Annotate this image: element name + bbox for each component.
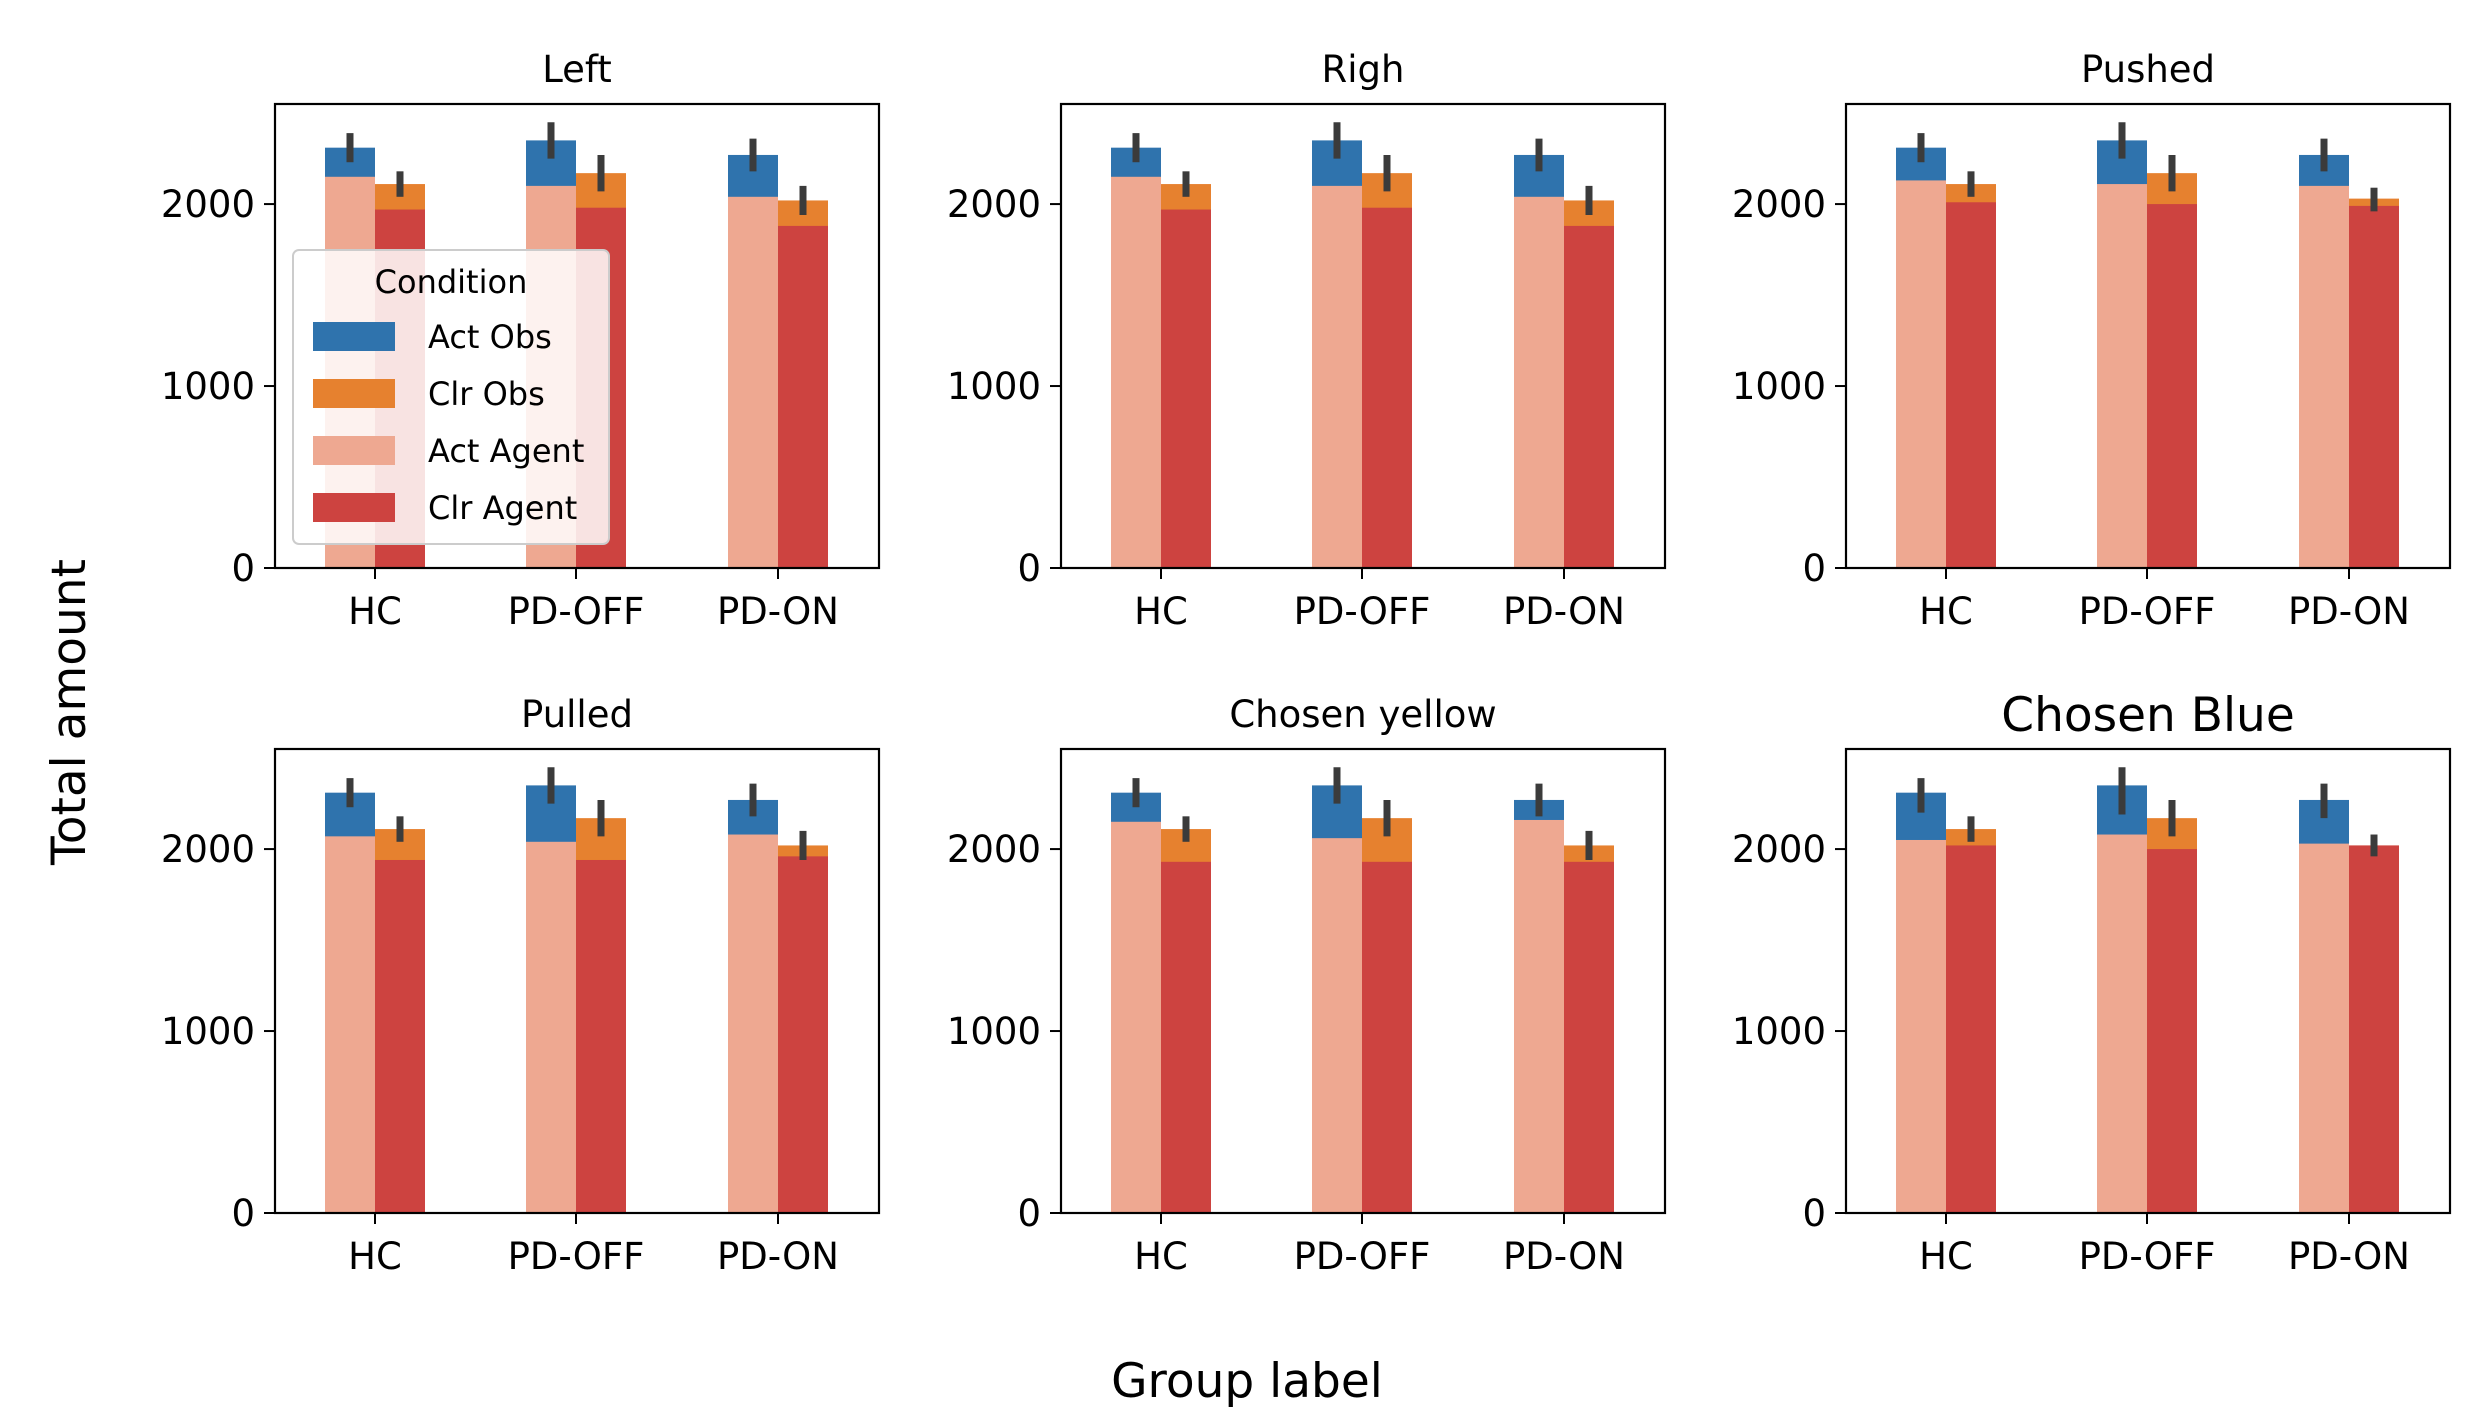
- y-tick-label: 2000: [947, 183, 1041, 226]
- legend-title: Condition: [375, 263, 528, 301]
- panel-title: Chosen Blue: [2001, 688, 2295, 743]
- bar-clr-agent-hc: [1946, 202, 1996, 568]
- legend-label: Clr Obs: [428, 375, 545, 413]
- legend-swatch: [313, 436, 395, 465]
- bar-act-agent-pd-on: [728, 834, 778, 1213]
- bar-act-agent-pd-off: [2097, 834, 2147, 1213]
- legend-label: Act Obs: [428, 318, 552, 356]
- panel-title: Righ: [1322, 48, 1405, 91]
- panels: 0 1000 2000 HC PD-OFF PD-ON Left 0 1000 2000 HC PD-…: [161, 48, 2452, 1278]
- x-tick-label: HC: [348, 590, 402, 633]
- bar-clr-agent-pd-on: [778, 856, 828, 1213]
- bar-clr-agent-hc: [1946, 845, 1996, 1213]
- x-tick-label: PD-ON: [2288, 590, 2410, 633]
- bar-clr-agent-hc: [375, 859, 425, 1213]
- y-tick-label: 2000: [1732, 828, 1826, 871]
- bar-act-agent-hc: [325, 836, 375, 1213]
- figure-xlabel: Group label: [1111, 1354, 1383, 1409]
- bar-clr-agent-pd-on: [2349, 205, 2399, 568]
- panel-4: 0 1000 2000 HC PD-OFF PD-ON Chosen yellow: [947, 693, 1667, 1278]
- bar-clr-agent-pd-on: [778, 225, 828, 568]
- panel-3: 0 1000 2000 HC PD-OFF PD-ON Pulled: [161, 693, 881, 1278]
- bar-clr-agent-pd-off: [2147, 849, 2197, 1213]
- bar-act-agent-pd-on: [1514, 196, 1564, 569]
- legend-label: Clr Agent: [428, 489, 577, 527]
- y-tick-label: 0: [231, 1192, 255, 1235]
- bar-clr-agent-pd-on: [1564, 861, 1614, 1213]
- y-tick-label: 0: [1017, 547, 1041, 590]
- y-tick-label: 0: [1017, 1192, 1041, 1235]
- bar-act-agent-hc: [1111, 821, 1161, 1213]
- panel-2: 0 1000 2000 HC PD-OFF PD-ON Pushed: [1732, 48, 2452, 633]
- bar-clr-agent-pd-on: [2349, 845, 2399, 1213]
- panel-title: Pulled: [521, 693, 633, 736]
- bar-clr-agent-pd-off: [576, 859, 626, 1213]
- y-tick-label: 2000: [1732, 183, 1826, 226]
- x-tick-label: PD-OFF: [1294, 590, 1431, 633]
- y-tick-label: 2000: [947, 828, 1041, 871]
- panel-title: Left: [542, 48, 612, 91]
- x-tick-label: PD-OFF: [2079, 590, 2216, 633]
- bar-act-agent-pd-off: [2097, 184, 2147, 568]
- x-tick-label: PD-ON: [717, 1235, 839, 1278]
- y-tick-label: 1000: [161, 365, 255, 408]
- bar-act-agent-pd-on: [2299, 843, 2349, 1213]
- bar-clr-agent-hc: [1161, 861, 1211, 1213]
- x-tick-label: HC: [1134, 1235, 1188, 1278]
- y-tick-label: 1000: [947, 365, 1041, 408]
- y-tick-label: 2000: [161, 183, 255, 226]
- bar-act-agent-hc: [1896, 180, 1946, 568]
- y-tick-label: 0: [231, 547, 255, 590]
- legend-swatch: [313, 379, 395, 408]
- bar-clr-agent-pd-off: [1362, 207, 1412, 568]
- y-tick-label: 0: [1802, 1192, 1826, 1235]
- bar-act-agent-pd-off: [1312, 185, 1362, 568]
- panel-title: Pushed: [2081, 48, 2215, 91]
- bar-act-agent-pd-on: [2299, 185, 2349, 568]
- legend-swatch: [313, 322, 395, 351]
- bar-act-agent-pd-on: [1514, 819, 1564, 1213]
- x-tick-label: PD-ON: [717, 590, 839, 633]
- y-tick-label: 1000: [947, 1010, 1041, 1053]
- x-tick-label: PD-OFF: [508, 590, 645, 633]
- x-tick-label: PD-OFF: [1294, 1235, 1431, 1278]
- x-tick-label: PD-ON: [1503, 590, 1625, 633]
- x-tick-label: HC: [1134, 590, 1188, 633]
- x-tick-label: HC: [1919, 590, 1973, 633]
- x-tick-label: PD-ON: [1503, 1235, 1625, 1278]
- y-tick-label: 0: [1802, 547, 1826, 590]
- y-tick-label: 1000: [161, 1010, 255, 1053]
- bar-clr-agent-pd-off: [2147, 204, 2197, 568]
- panel-5: 0 1000 2000 HC PD-OFF PD-ON Chosen Blue: [1732, 688, 2452, 1278]
- legend-swatch: [313, 493, 395, 522]
- bar-act-agent-pd-on: [728, 196, 778, 569]
- y-tick-label: 1000: [1732, 1010, 1826, 1053]
- x-tick-label: PD-OFF: [508, 1235, 645, 1278]
- bar-clr-agent-pd-off: [1362, 861, 1412, 1213]
- legend-label: Act Agent: [428, 432, 584, 470]
- panel-1: 0 1000 2000 HC PD-OFF PD-ON Righ: [947, 48, 1667, 633]
- x-tick-label: HC: [1919, 1235, 1973, 1278]
- bar-clr-agent-hc: [1161, 209, 1211, 568]
- figure-ylabel: Total amount: [42, 559, 97, 866]
- bar-act-agent-pd-off: [526, 841, 576, 1213]
- bar-act-agent-hc: [1896, 839, 1946, 1213]
- x-tick-label: PD-ON: [2288, 1235, 2410, 1278]
- bar-act-agent-pd-off: [1312, 838, 1362, 1213]
- y-tick-label: 1000: [1732, 365, 1826, 408]
- bar-clr-agent-pd-on: [1564, 225, 1614, 568]
- panel-title: Chosen yellow: [1229, 693, 1496, 736]
- x-tick-label: PD-OFF: [2079, 1235, 2216, 1278]
- y-tick-label: 2000: [161, 828, 255, 871]
- legend: Condition Act Obs Clr Obs Act Agent Clr Agen…: [292, 249, 610, 545]
- bar-act-agent-hc: [1111, 176, 1161, 569]
- x-tick-label: HC: [348, 1235, 402, 1278]
